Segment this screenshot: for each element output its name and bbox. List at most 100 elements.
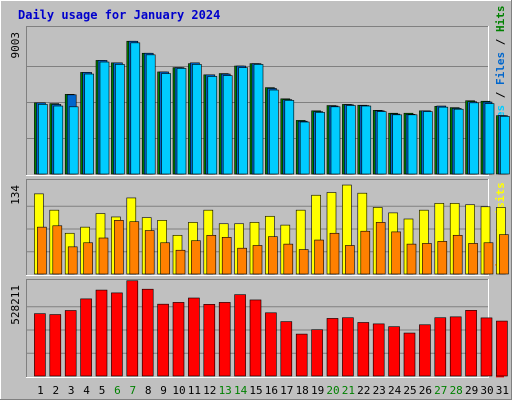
- bar-pages: [222, 75, 233, 175]
- bar-pages: [145, 54, 156, 175]
- y-axis-max-label: 9003: [9, 32, 22, 59]
- bar-kbytes: [126, 280, 139, 377]
- legend-separator: /: [494, 38, 507, 45]
- bar-pages: [253, 64, 264, 175]
- bar-sites: [452, 234, 463, 275]
- bar-kbytes: [265, 312, 277, 377]
- bar-sites: [314, 239, 324, 275]
- x-tick-label: 29: [465, 384, 478, 397]
- bar-sites: [52, 225, 63, 275]
- x-tick-label: 16: [265, 384, 278, 397]
- bar-pages: [161, 73, 171, 175]
- bar-pages: [469, 102, 479, 175]
- x-tick-label: 12: [203, 384, 216, 397]
- bars-visits-sites: [34, 184, 509, 275]
- bar-pages: [346, 105, 356, 175]
- bar-sites: [499, 234, 509, 275]
- bar-pages: [269, 89, 279, 175]
- bar-kbytes: [449, 316, 462, 377]
- panel-kbytes: 528211: [9, 279, 508, 378]
- bar-pages: [130, 42, 141, 175]
- x-tick-label: 15: [249, 384, 262, 397]
- bar-pages: [84, 73, 94, 175]
- x-tick-label: 9: [160, 384, 167, 397]
- y-axis-max-label: 528211: [9, 285, 22, 325]
- x-tick-label: 26: [419, 384, 432, 397]
- legend-files: Files: [494, 52, 507, 85]
- bar-kbytes: [496, 320, 508, 377]
- bar-sites: [237, 247, 247, 275]
- bar-pages: [453, 108, 464, 175]
- x-tick-label: 11: [188, 384, 201, 397]
- chart-title: Daily usage for January 2024: [18, 8, 220, 22]
- bar-pages: [68, 106, 79, 175]
- x-tick-label: 17: [280, 384, 293, 397]
- bar-pages: [99, 61, 110, 175]
- bar-pages: [238, 67, 248, 175]
- y-axis-max-label: 134: [9, 185, 22, 205]
- x-tick-label: 28: [450, 384, 463, 397]
- bar-pages: [423, 111, 433, 175]
- bar-kbytes: [403, 332, 416, 377]
- bar-kbytes: [434, 317, 447, 377]
- x-tick-label: 8: [145, 384, 152, 397]
- bar-sites: [98, 237, 109, 275]
- x-tick-label: 5: [99, 384, 106, 397]
- x-tick-label: 27: [434, 384, 447, 397]
- x-tick-label: 13: [219, 384, 232, 397]
- bar-kbytes: [326, 318, 339, 377]
- bars-hits-files-pages: [34, 40, 510, 175]
- bar-kbytes: [388, 326, 400, 377]
- bar-kbytes: [80, 298, 92, 377]
- bar-kbytes: [234, 294, 246, 377]
- x-tick-label: 10: [172, 384, 185, 397]
- x-tick-label: 2: [52, 384, 59, 397]
- x-tick-label: 14: [234, 384, 248, 397]
- bar-sites: [160, 242, 170, 275]
- bar-pages: [392, 114, 402, 175]
- bar-sites: [298, 249, 309, 275]
- bar-sites: [129, 221, 140, 275]
- bar-sites: [191, 240, 201, 275]
- bar-sites: [252, 245, 263, 275]
- bar-sites: [283, 243, 294, 275]
- bar-kbytes: [480, 317, 493, 377]
- bar-kbytes: [357, 322, 370, 377]
- bar-kbytes: [295, 333, 308, 377]
- bars-kbytes: [34, 280, 508, 377]
- x-tick-label: 25: [403, 384, 416, 397]
- bar-sites: [329, 232, 340, 275]
- bar-kbytes: [311, 329, 323, 377]
- x-tick-label: 23: [373, 384, 386, 397]
- bar-sites: [67, 246, 78, 275]
- bar-sites: [360, 230, 371, 275]
- x-tick-label: 20: [326, 384, 339, 397]
- bar-sites: [345, 245, 355, 275]
- bar-pages: [284, 100, 295, 175]
- bar-pages: [438, 106, 449, 175]
- bar-sites: [422, 243, 432, 275]
- bar-sites: [37, 226, 47, 275]
- bar-kbytes: [49, 314, 62, 377]
- legend-hits: Hits: [494, 6, 507, 33]
- x-tick-label: 18: [296, 384, 309, 397]
- x-tick-label: 22: [357, 384, 370, 397]
- bar-pages: [53, 105, 64, 175]
- bar-pages: [361, 105, 372, 175]
- bar-kbytes: [249, 299, 262, 377]
- x-tick-label: 30: [480, 384, 493, 397]
- bar-kbytes: [34, 313, 46, 377]
- bar-sites: [268, 236, 278, 275]
- bar-sites: [175, 249, 186, 275]
- bar-pages: [376, 111, 387, 175]
- x-tick-label: 4: [83, 384, 90, 397]
- bar-pages: [484, 103, 495, 175]
- bar-kbytes: [372, 323, 385, 377]
- bar-sites: [144, 230, 155, 275]
- bar-kbytes: [64, 310, 77, 377]
- bar-kbytes: [465, 310, 477, 377]
- bar-pages: [38, 104, 48, 175]
- x-axis-labels: 1 2 3 4 5 6 7 8 9 10 11 12 13 14 15 16 17 18 19 20 21 22 23 24 2…: [37, 384, 509, 397]
- bar-sites: [483, 242, 494, 275]
- panel-visits-sites: 134: [9, 179, 509, 276]
